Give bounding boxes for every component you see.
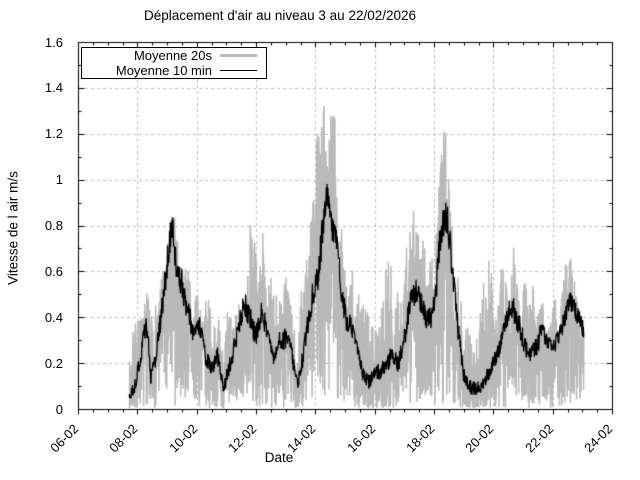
y-tick-label: 0.8 <box>44 218 63 233</box>
y-tick-label: 0 <box>55 401 63 417</box>
y-tick-label: 1.2 <box>44 126 63 142</box>
legend-line-sample-gray <box>220 54 257 57</box>
y-tick-label: 0.6 <box>44 263 63 279</box>
x-axis-label: Date <box>264 450 294 465</box>
y-tick-label: 0.2 <box>44 355 63 371</box>
legend-line-sample-black <box>220 70 257 71</box>
legend: Moyenne 20s Moyenne 10 min <box>81 47 267 79</box>
y-tick-label: 1.6 <box>44 34 63 50</box>
chart-title: Déplacement d'air au niveau 3 au 22/02/2… <box>143 8 417 23</box>
legend-entry-moyenne-20s: Moyenne 20s <box>86 48 257 63</box>
legend-label: Moyenne 20s <box>133 48 212 63</box>
y-tick-label: 1.4 <box>44 80 63 96</box>
y-tick-label: 1 <box>55 172 63 188</box>
y-tick-label: 0.4 <box>44 309 63 325</box>
legend-label: Moyenne 10 min <box>115 63 212 78</box>
legend-entry-moyenne-10min: Moyenne 10 min <box>86 63 257 78</box>
